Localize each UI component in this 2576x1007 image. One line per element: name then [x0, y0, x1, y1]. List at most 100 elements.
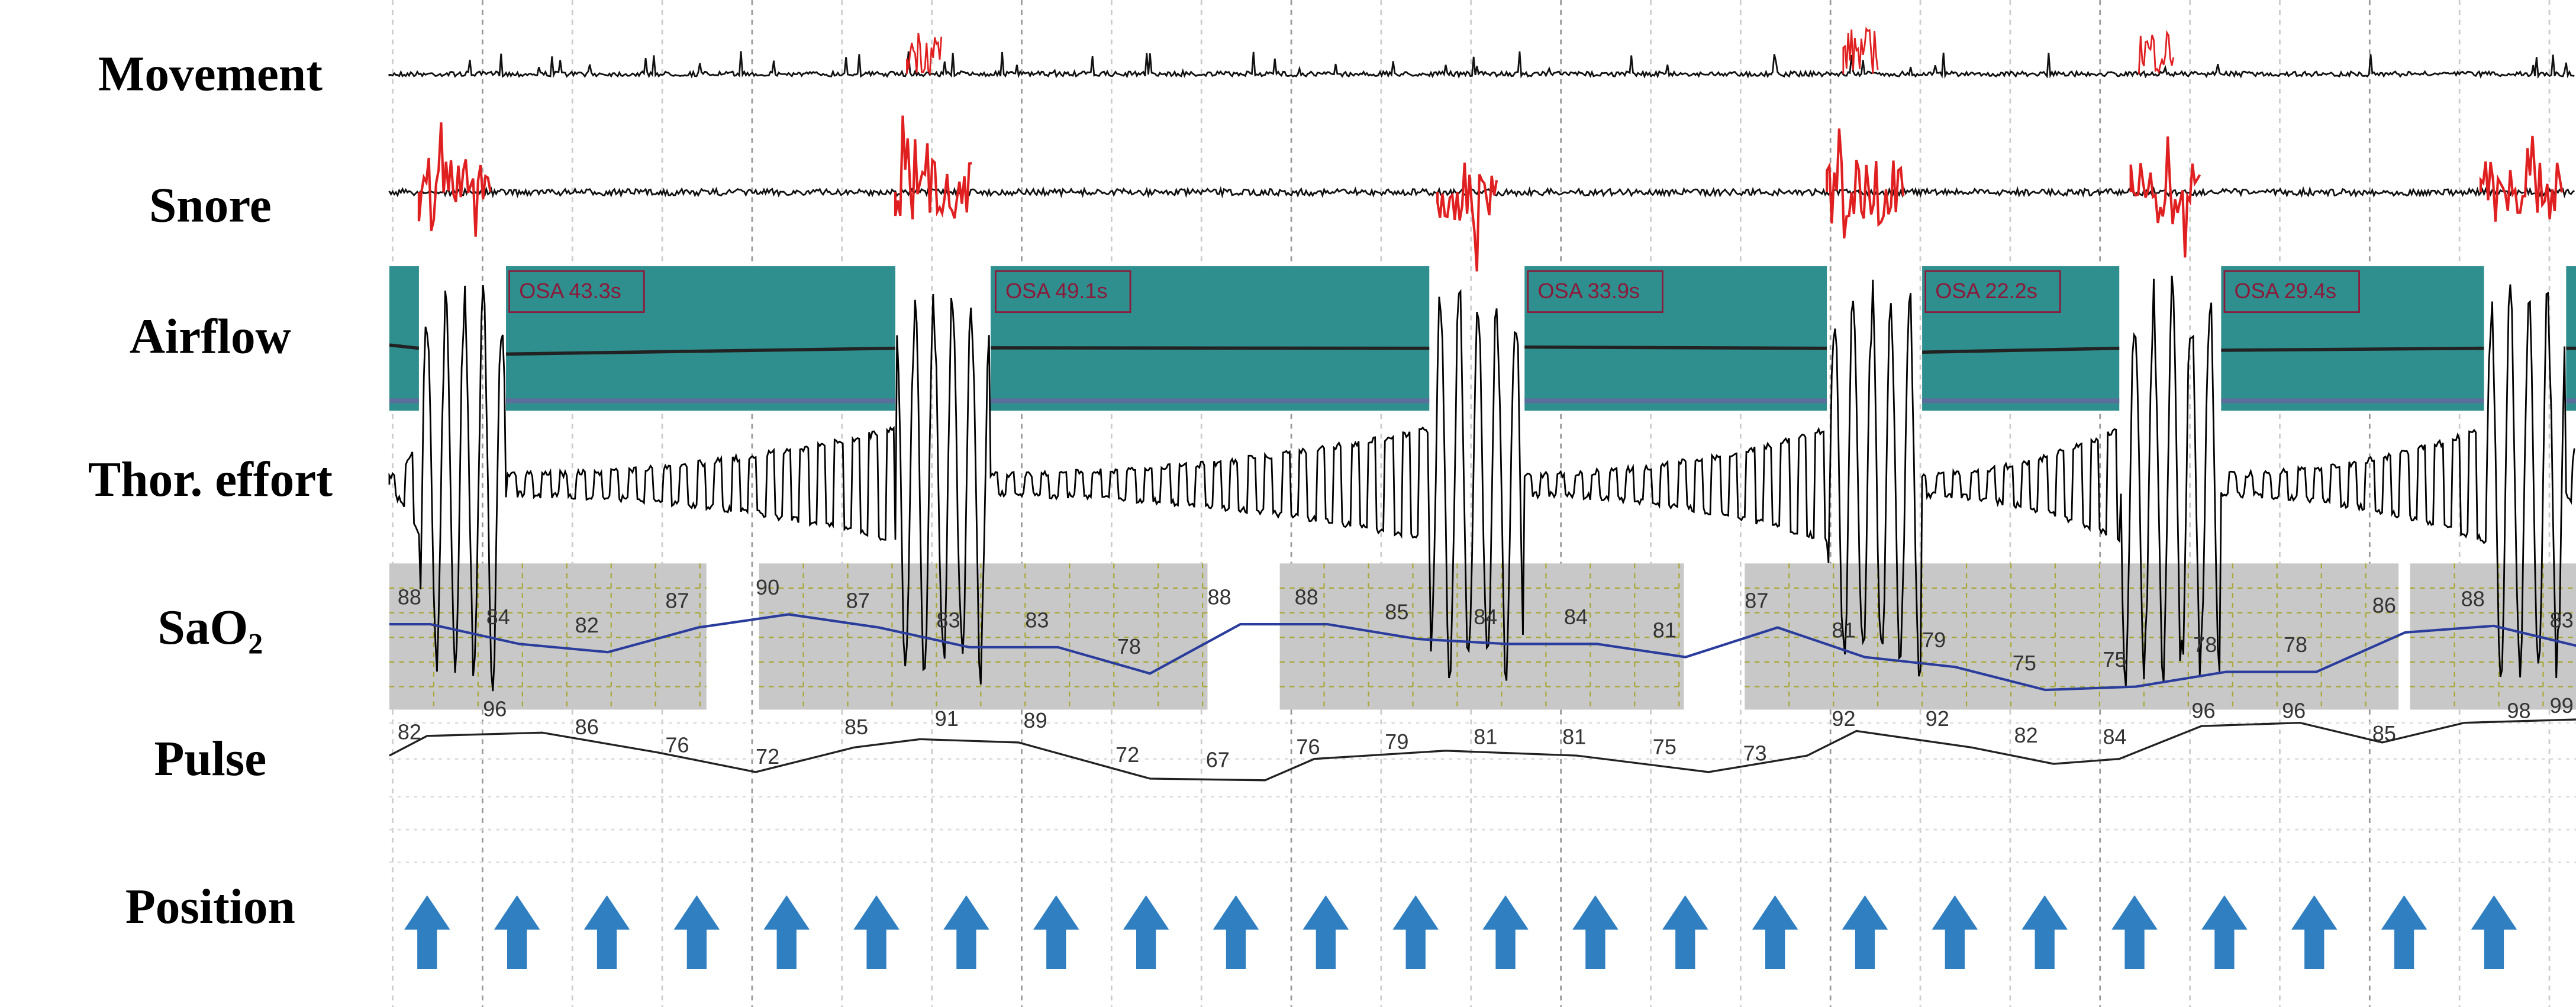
position-arrow	[1752, 895, 1798, 970]
sao2-value: 88	[1295, 585, 1318, 609]
position-arrow	[2471, 895, 2517, 970]
thor-effort-trace	[388, 275, 2575, 692]
position-arrow	[2381, 895, 2427, 970]
apnea-region	[389, 266, 419, 411]
movement-burst	[906, 33, 943, 76]
movement-trace	[388, 51, 2575, 79]
position-arrow	[1302, 895, 1349, 970]
sao2-value: 84	[486, 605, 510, 629]
event-box	[508, 270, 645, 313]
pulse-value: 86	[575, 715, 599, 739]
pulse-value: 92	[1832, 706, 1855, 731]
sao2-value: 87	[846, 588, 870, 612]
channel-label: Pulse	[154, 732, 267, 786]
channel-label: Movement	[98, 47, 323, 101]
sao2-value: 83	[2550, 608, 2574, 632]
sao2-value: 84	[1474, 605, 1497, 629]
position-arrow	[1482, 895, 1529, 970]
pulse-value: 85	[844, 715, 868, 739]
pulse-value: 92	[1926, 706, 1949, 731]
channel-label: Thor. effort	[88, 453, 333, 507]
snore-burst	[1825, 128, 1905, 239]
snore-trace	[388, 186, 2575, 199]
snore-burst	[894, 115, 972, 220]
event-label: OSA 33.9s	[1537, 279, 1639, 303]
pulse-value: 82	[398, 719, 421, 744]
event-label: OSA 22.2s	[1935, 279, 2037, 303]
sao2-value: 83	[936, 608, 960, 632]
sao2-value: 85	[1385, 600, 1408, 624]
airflow-flat	[1922, 346, 2120, 354]
event-label: OSA 49.1s	[1005, 279, 1107, 303]
sao2-value: 78	[2193, 632, 2217, 657]
position-arrow	[1842, 895, 1888, 970]
position-arrow	[1572, 895, 1619, 970]
pulse-value: 96	[2282, 698, 2306, 722]
event-box	[1527, 270, 1663, 313]
sao2-value: 82	[575, 613, 599, 637]
movement-burst	[2138, 30, 2175, 75]
sao2-value: 75	[2103, 647, 2126, 672]
position-arrow	[494, 895, 540, 970]
event-label: OSA 29.4s	[2235, 279, 2336, 303]
position-arrow	[853, 895, 899, 970]
position-arrow	[2291, 895, 2338, 970]
sao2-panel	[1279, 563, 1684, 710]
position-arrow	[2201, 895, 2248, 970]
pulse-trace	[389, 718, 2576, 782]
sao2-value: 88	[1207, 585, 1231, 609]
channel-label: Position	[125, 880, 295, 934]
position-arrow	[943, 895, 989, 970]
position-arrow	[763, 895, 810, 970]
channel-label: SaO₂	[158, 601, 263, 655]
position-arrow	[2022, 895, 2068, 970]
apnea-region	[2566, 266, 2576, 411]
pulse-value: 67	[1206, 748, 1230, 772]
event-box	[994, 270, 1131, 313]
airflow-flat	[2221, 346, 2484, 352]
sao2-value: 87	[665, 588, 689, 612]
pulse-value: 76	[665, 733, 689, 757]
position-arrow	[1932, 895, 1978, 970]
sao2-value: 79	[1922, 628, 1946, 652]
apnea-region	[991, 266, 1430, 411]
position-arrow	[1662, 895, 1708, 970]
channel-labels: Movement Snore Airflow Thor. effort SaO₂ Puls…	[88, 47, 333, 934]
apnea-region	[1922, 266, 2120, 411]
sao2-value: 78	[1117, 634, 1141, 659]
pulse-value: 82	[2014, 723, 2038, 747]
apnea-region	[2221, 266, 2484, 411]
position-arrow	[404, 895, 450, 970]
pulse-value: 99	[2550, 693, 2574, 718]
sao2-value: 88	[398, 585, 421, 609]
pulse-value: 89	[1024, 708, 1047, 732]
snore-burst	[417, 122, 492, 237]
pulse-value: 98	[2507, 698, 2530, 722]
airflow-flat	[389, 343, 420, 350]
pulse-value: 75	[1653, 734, 1677, 759]
pulse-value: 96	[2191, 698, 2215, 722]
movement-burst	[1842, 27, 1879, 75]
pulse-value: 76	[1296, 734, 1320, 759]
snore-burst	[1436, 162, 1498, 272]
position-arrow	[1392, 895, 1439, 970]
sao2-value: 86	[2372, 593, 2396, 618]
position-arrow	[1123, 895, 1169, 970]
position-arrow	[1213, 895, 1259, 970]
sao2-value: 88	[2461, 587, 2485, 611]
pulse-value: 73	[1743, 741, 1766, 765]
event-box	[1924, 270, 2061, 313]
channel-label: Airflow	[130, 310, 291, 364]
event-label: OSA 43.3s	[519, 279, 621, 303]
apnea-region	[1524, 266, 1827, 411]
sao2-panel	[2410, 563, 2576, 710]
apnea-region	[506, 266, 896, 411]
airflow-flat	[506, 346, 896, 356]
sao2-value: 75	[2013, 651, 2036, 675]
pulse-value: 79	[1385, 730, 1408, 754]
pulse-value: 91	[935, 706, 959, 731]
sao2-value: 78	[2284, 632, 2307, 657]
position-arrow	[583, 895, 630, 970]
sao2-value: 81	[1832, 618, 1855, 642]
